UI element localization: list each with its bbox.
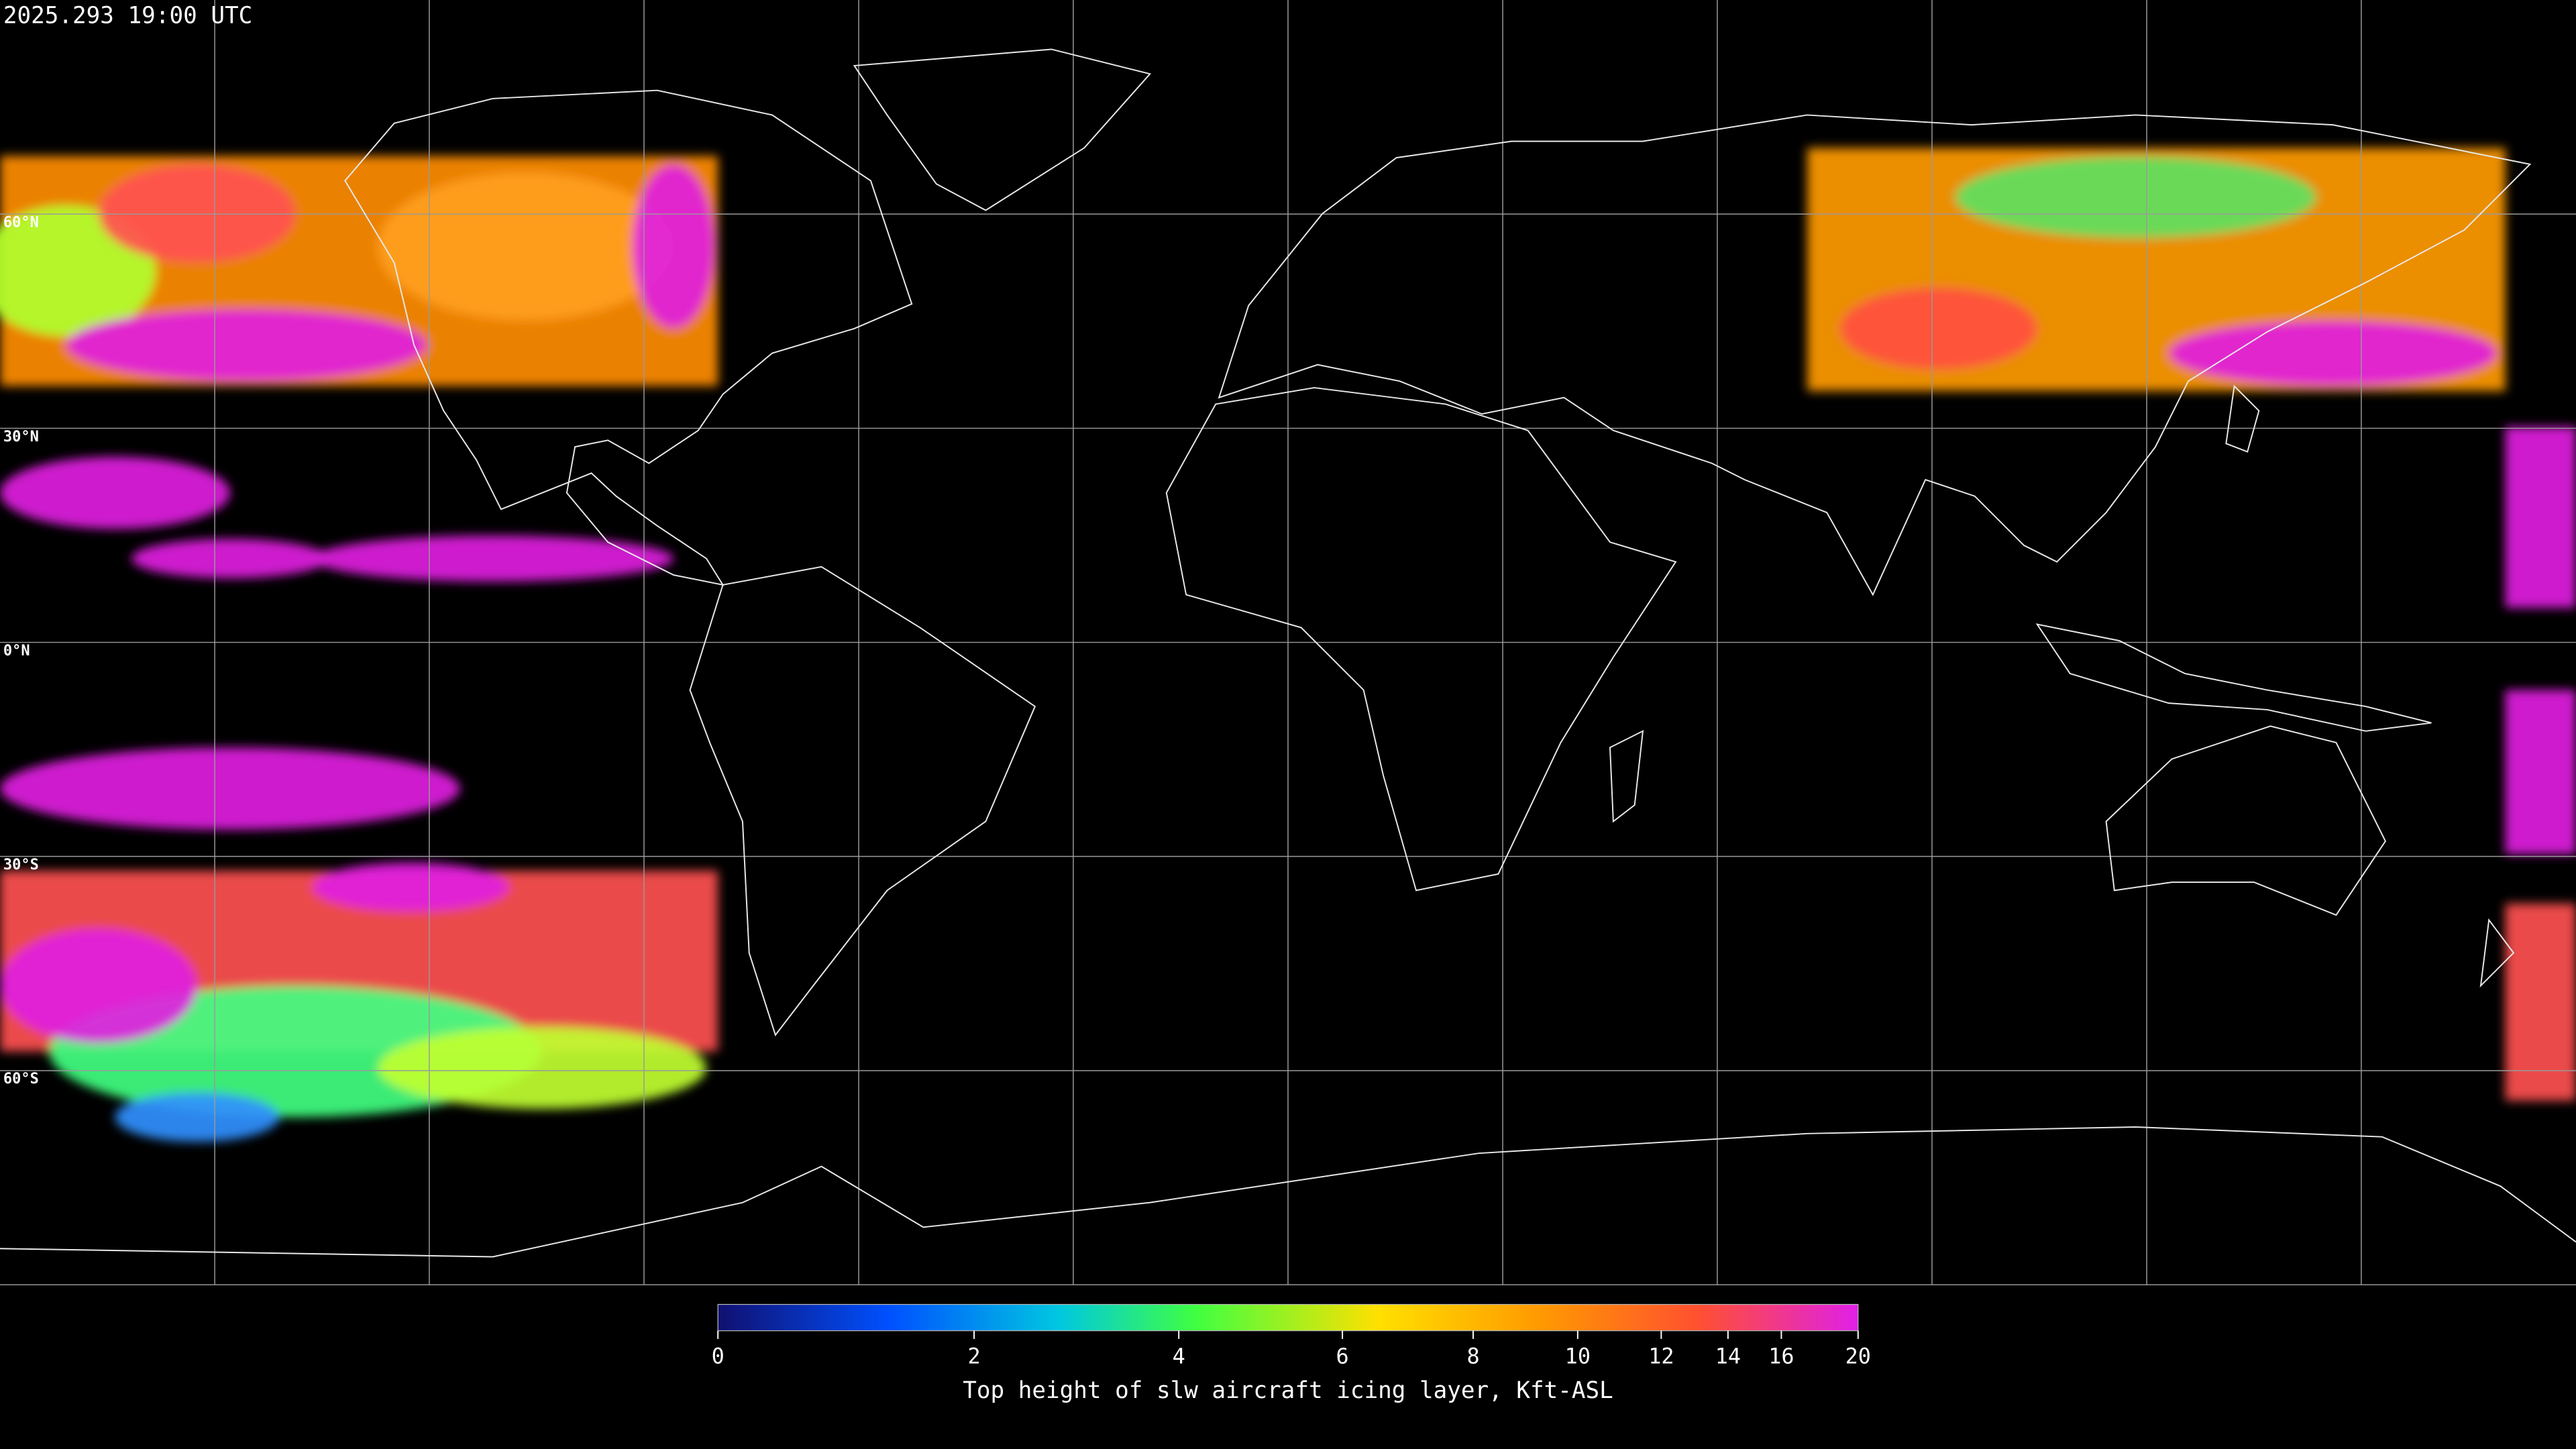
latitude-label: 0°N: [3, 643, 30, 659]
colorbar-tick-label: 6: [1336, 1344, 1349, 1369]
colorbar-tick-label: 12: [1648, 1344, 1674, 1369]
colorbar-tick-label: 2: [967, 1344, 980, 1369]
colorbar-ticks: 0 2 4 6 8 10 12 14 16 20: [712, 1330, 1871, 1369]
latitude-label: 60°N: [3, 215, 39, 231]
colorbar-tick-label: 8: [1466, 1344, 1479, 1369]
colorbar: [717, 1303, 1859, 1332]
colorbar-tick-label: 14: [1715, 1344, 1741, 1369]
colorbar-tick-label: 4: [1173, 1344, 1185, 1369]
icing-overlay: [0, 148, 2576, 1142]
latitude-label: 30°N: [3, 429, 39, 445]
colorbar-tick-label: 0: [712, 1344, 724, 1369]
latitude-label: 60°S: [3, 1071, 39, 1087]
latitude-labels: 60°N 30°N 0°N 30°S 60°S: [3, 215, 39, 1087]
coastlines: [0, 48, 2576, 1258]
latitude-label: 30°S: [3, 857, 39, 873]
colorbar-tick-label: 16: [1768, 1344, 1794, 1369]
colorbar-tick-label: 10: [1565, 1344, 1591, 1369]
colorbar-label: Top height of slw aircraft icing layer, …: [963, 1377, 1613, 1404]
timestamp: 2025.293 19:00 UTC: [3, 2, 252, 29]
graticule: [0, 0, 2576, 1285]
colorbar-tick-label: 20: [1845, 1344, 1871, 1369]
